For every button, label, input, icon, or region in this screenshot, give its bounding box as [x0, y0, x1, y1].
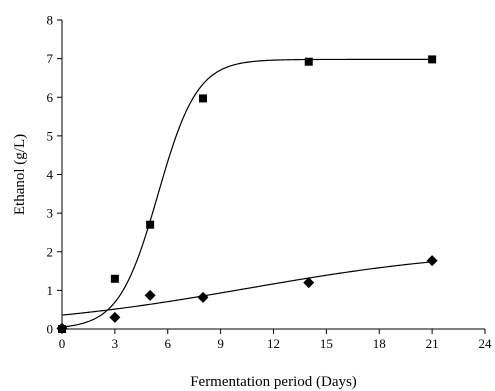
x-tick-label: 21: [426, 336, 439, 351]
diamond-point: [426, 255, 438, 267]
y-tick-label: 6: [47, 90, 54, 105]
square-point: [199, 94, 207, 103]
x-tick-label: 9: [217, 336, 224, 351]
x-tick-label: 18: [373, 336, 386, 351]
y-tick-label: 7: [47, 51, 54, 66]
diamond-point: [56, 322, 68, 334]
y-tick-label: 1: [47, 283, 54, 298]
square-point: [428, 55, 437, 64]
fit-curve-1: [61, 58, 433, 328]
y-tick-label: 3: [47, 206, 54, 221]
x-tick-label: 15: [320, 336, 333, 351]
y-tick-label: 5: [47, 128, 54, 143]
diamond-point: [144, 289, 156, 301]
y-tick-label: 8: [47, 13, 54, 28]
diamond-point: [197, 291, 209, 303]
diamond-point: [109, 311, 121, 323]
y-tick-label: 4: [47, 167, 54, 182]
square-point: [110, 274, 119, 283]
x-tick-label: 6: [165, 336, 172, 351]
square-point: [146, 220, 155, 229]
y-axis-label: Ethanol (g/L): [12, 134, 28, 215]
x-tick-label: 3: [112, 336, 119, 351]
x-axis-label: Fermentation period (Days): [190, 374, 357, 390]
y-tick-label: 0: [47, 322, 54, 337]
x-tick-label: 12: [267, 336, 280, 351]
x-tick-label: 24: [479, 336, 493, 351]
fit-curve-2: [61, 261, 433, 316]
x-tick-label: 0: [59, 336, 66, 351]
y-tick-label: 2: [47, 244, 54, 259]
square-point: [304, 57, 313, 66]
diamond-point: [303, 277, 315, 289]
